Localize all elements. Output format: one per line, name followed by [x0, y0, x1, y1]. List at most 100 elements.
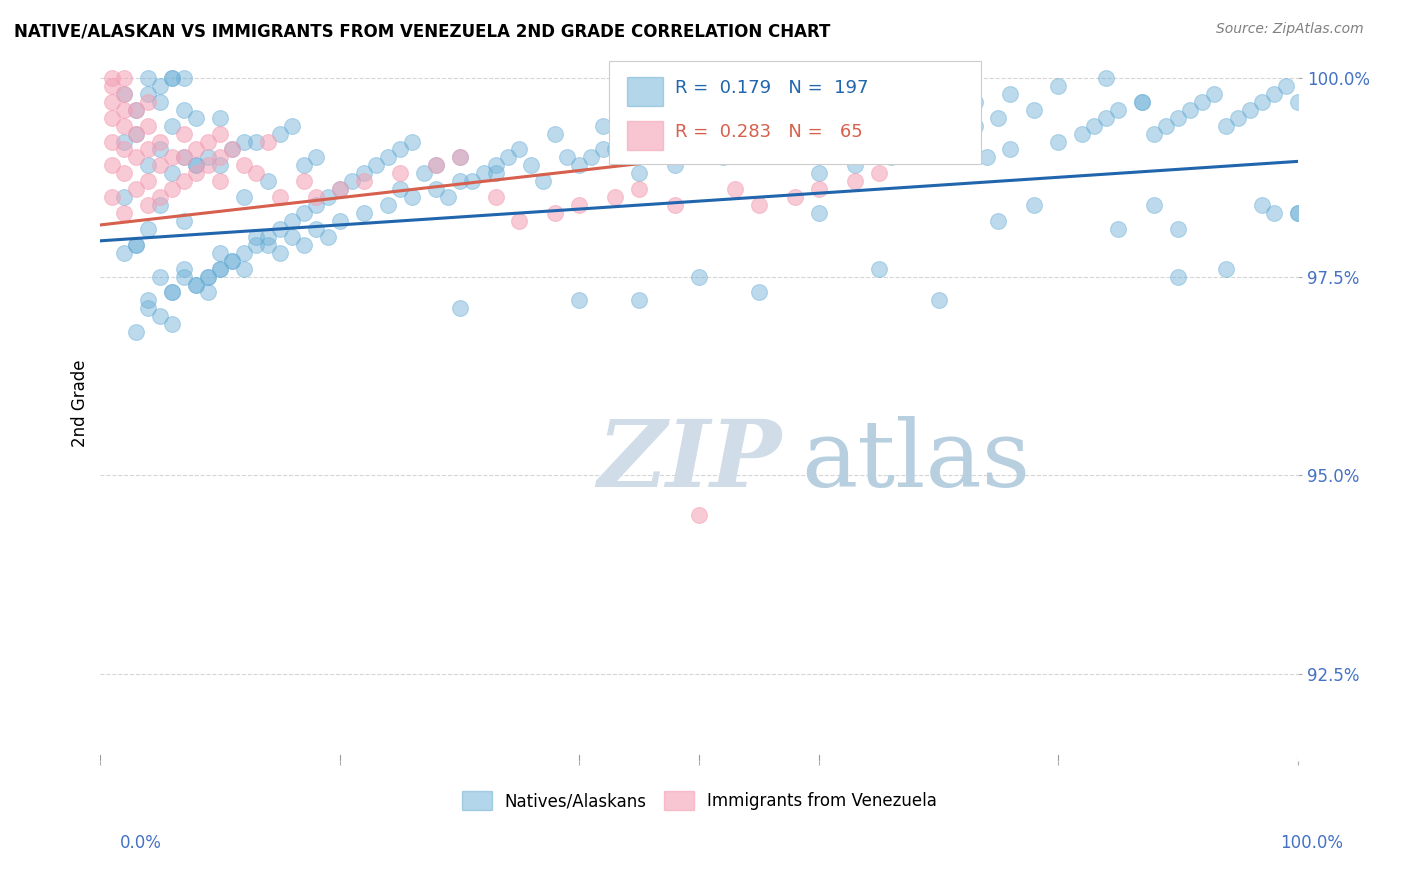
Point [533, 174, 555, 188]
Point [807, 166, 830, 180]
Point [125, 237, 148, 252]
Point [1095, 70, 1118, 85]
Point [101, 95, 124, 109]
Point [149, 135, 172, 149]
Point [1202, 87, 1225, 101]
Point [257, 135, 280, 149]
Point [1071, 127, 1094, 141]
Point [652, 127, 675, 141]
FancyBboxPatch shape [609, 61, 980, 164]
Point [688, 508, 710, 522]
Point [112, 245, 135, 260]
Point [425, 158, 447, 172]
Point [186, 158, 208, 172]
Text: 100.0%: 100.0% [1279, 834, 1343, 852]
Point [952, 127, 974, 141]
Point [1239, 103, 1261, 117]
Point [221, 253, 243, 268]
Point [125, 127, 148, 141]
Point [1251, 198, 1274, 212]
Text: 0.0%: 0.0% [120, 834, 162, 852]
Point [173, 127, 195, 141]
Point [880, 150, 903, 164]
Point [460, 174, 482, 188]
Point [1275, 78, 1298, 93]
Point [160, 70, 183, 85]
Point [628, 135, 651, 149]
Point [173, 261, 195, 276]
Text: atlas: atlas [801, 416, 1031, 506]
Point [976, 150, 998, 164]
Point [329, 214, 352, 228]
Point [844, 174, 866, 188]
Point [1047, 135, 1070, 149]
Point [233, 158, 256, 172]
Point [449, 150, 471, 164]
Point [544, 206, 567, 220]
Point [281, 230, 304, 244]
Point [664, 198, 686, 212]
Point [173, 103, 195, 117]
Point [855, 119, 877, 133]
Point [112, 87, 135, 101]
Point [711, 150, 734, 164]
Point [281, 214, 304, 228]
Point [628, 293, 651, 308]
Point [233, 135, 256, 149]
Point [101, 78, 124, 93]
Point [160, 166, 183, 180]
Point [844, 158, 866, 172]
Point [173, 269, 195, 284]
Point [112, 87, 135, 101]
Point [316, 230, 339, 244]
Point [209, 261, 232, 276]
Point [1227, 111, 1250, 125]
Point [1130, 95, 1153, 109]
Point [149, 95, 172, 109]
Point [329, 182, 352, 196]
Point [209, 174, 232, 188]
Point [449, 301, 471, 316]
Point [1286, 206, 1309, 220]
Point [269, 245, 291, 260]
Point [160, 285, 183, 300]
Point [125, 103, 148, 117]
Point [221, 143, 243, 157]
Point [987, 214, 1010, 228]
Point [412, 166, 434, 180]
Text: R =  0.179   N =  197: R = 0.179 N = 197 [675, 78, 869, 96]
Point [316, 190, 339, 204]
Point [269, 222, 291, 236]
Point [353, 174, 375, 188]
Point [186, 111, 208, 125]
Point [112, 206, 135, 220]
Point [233, 261, 256, 276]
Point [292, 206, 315, 220]
Point [186, 158, 208, 172]
Point [340, 174, 363, 188]
Point [891, 111, 914, 125]
Point [136, 222, 159, 236]
Point [101, 190, 124, 204]
Point [245, 230, 267, 244]
Point [425, 158, 447, 172]
Point [868, 166, 890, 180]
Point [928, 103, 950, 117]
Point [149, 269, 172, 284]
Point [101, 111, 124, 125]
Point [136, 158, 159, 172]
Point [1167, 222, 1189, 236]
Point [149, 198, 172, 212]
Point [112, 103, 135, 117]
Point [160, 119, 183, 133]
Point [568, 198, 591, 212]
Point [748, 198, 770, 212]
Point [508, 143, 530, 157]
Point [1215, 119, 1237, 133]
Point [759, 95, 782, 109]
Point [592, 119, 614, 133]
Point [388, 143, 411, 157]
Point [209, 127, 232, 141]
Point [149, 158, 172, 172]
Point [1047, 78, 1070, 93]
